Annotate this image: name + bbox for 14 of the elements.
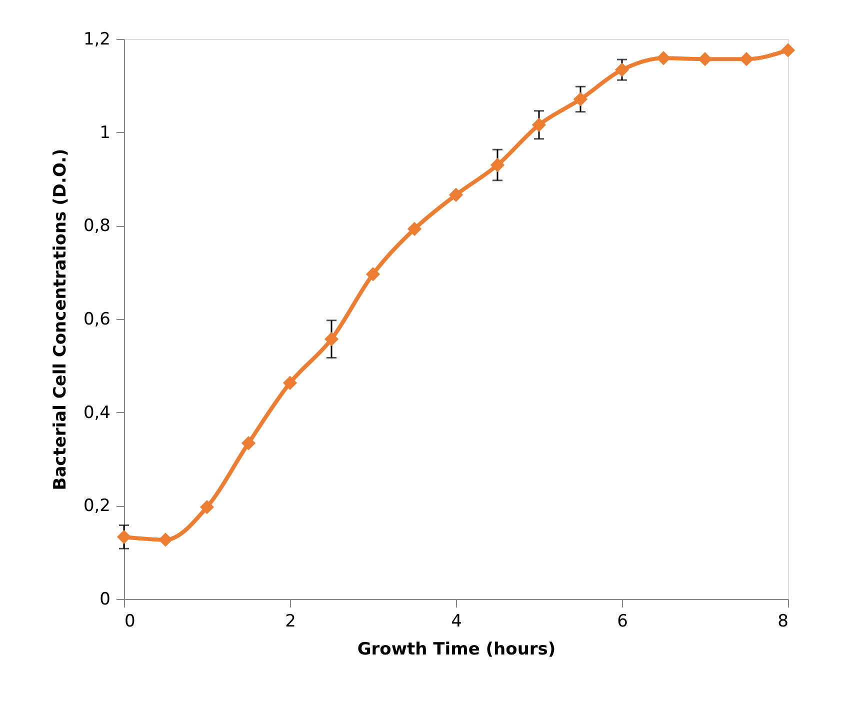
y-tick-label: 0 xyxy=(100,590,110,610)
x-axis-title: Growth Time (hours) xyxy=(357,640,556,660)
y-tick-label: 1,2 xyxy=(83,30,110,50)
y-axis-title: Bacterial Cell Concentrations (D.O.) xyxy=(50,148,70,490)
x-tick-label: 6 xyxy=(617,612,628,632)
x-tick-label: 4 xyxy=(451,612,462,632)
x-tick-label: 8 xyxy=(778,612,788,632)
y-tick-label: 0,2 xyxy=(83,496,110,516)
y-tick-label: 0,8 xyxy=(83,216,110,236)
y-tick-label: 0,6 xyxy=(83,310,110,330)
x-tick-label: 0 xyxy=(124,612,136,632)
x-tick-label: 2 xyxy=(285,612,296,632)
y-tick-label: 1 xyxy=(100,122,110,143)
y-tick-label: 0,4 xyxy=(83,402,110,423)
